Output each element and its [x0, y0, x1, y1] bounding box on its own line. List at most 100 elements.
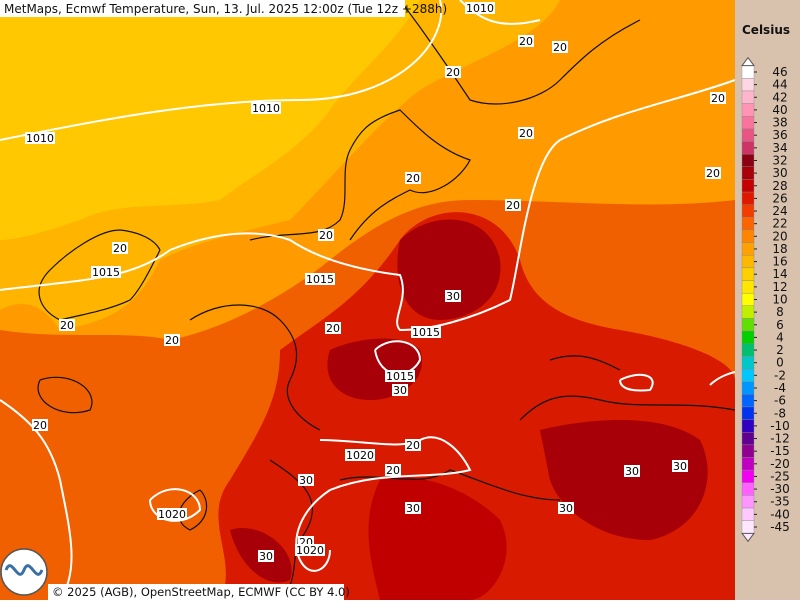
- legend-label: 20: [772, 229, 787, 243]
- contour-label-text: 1015: [386, 370, 414, 383]
- contour-label: 20: [518, 35, 534, 48]
- legend-label: 34: [772, 141, 787, 155]
- contour-label-text: 30: [446, 290, 460, 303]
- map-title: MetMaps, Ecmwf Temperature, Sun, 13. Jul…: [4, 2, 447, 16]
- legend-label: 40: [772, 103, 787, 117]
- contour-label-text: 20: [519, 127, 533, 140]
- contour-label-text: 30: [299, 474, 313, 487]
- legend-label: 28: [772, 179, 787, 193]
- color-bar-end: [741, 56, 755, 67]
- contour-label: 30: [558, 502, 574, 515]
- contour-label-box: [385, 370, 415, 382]
- copyright: © 2025 (AGB), OpenStreetMap, ECMWF (CC B…: [52, 585, 350, 599]
- legend-label: -40: [770, 507, 790, 521]
- color-swatch: [741, 343, 755, 357]
- color-swatch: [741, 368, 755, 382]
- contour-label-box: [445, 66, 461, 78]
- color-swatch: [741, 419, 755, 433]
- legend-label: 4: [776, 330, 784, 344]
- contour-label: 20: [112, 242, 128, 255]
- contour-label: 20: [552, 41, 568, 54]
- contour-label-box: [411, 326, 441, 338]
- contour-label-box: [552, 41, 568, 53]
- legend-label: -25: [770, 469, 790, 483]
- contour-label-text: 1010: [466, 2, 494, 15]
- color-swatch: [741, 229, 755, 243]
- color-swatch: [741, 305, 755, 319]
- contour-label-box: [251, 102, 281, 114]
- contour-label-box: [91, 266, 121, 278]
- contour-label-box: [518, 35, 534, 47]
- color-swatch: [741, 520, 755, 534]
- legend-label: -10: [770, 419, 790, 433]
- contour-label-text: 20: [706, 167, 720, 180]
- legend-label: 2: [776, 343, 784, 357]
- contour-label: 20: [385, 464, 401, 477]
- color-swatch: [741, 444, 755, 458]
- contour-label: 1020: [345, 449, 375, 462]
- legend-label: 42: [772, 90, 787, 104]
- contour-label: 20: [164, 334, 180, 347]
- contour-label: 30: [258, 550, 274, 563]
- contour-label: 20: [505, 199, 521, 212]
- color-swatch: [741, 292, 755, 307]
- contour-label-box: [164, 334, 180, 346]
- legend-label: 8: [776, 305, 784, 319]
- color-swatch: [741, 65, 755, 79]
- color-swatch: [741, 191, 755, 205]
- contour-label-box: [624, 465, 640, 477]
- legend-label: 24: [772, 204, 787, 218]
- contour-label-text: 1015: [412, 326, 440, 339]
- contour-label-text: 20: [326, 322, 340, 335]
- color-swatch: [741, 103, 755, 117]
- contour-label-text: 30: [259, 550, 273, 563]
- contour-label-box: [305, 273, 335, 285]
- contour-labels: 1010 20 20 20 20 1010 1010 20 20 20 20 20 20 1015 1015…: [25, 2, 726, 563]
- legend-label: 38: [772, 116, 787, 130]
- contour-label: 20: [710, 92, 726, 105]
- color-swatch: [741, 482, 755, 496]
- contour-label-text: 20: [446, 66, 460, 79]
- color-swatch: [741, 128, 755, 142]
- color-swatch: [741, 242, 755, 256]
- contour-label-text: 20: [711, 92, 725, 105]
- contour-label-box: [672, 460, 688, 472]
- contour-label: 1020: [295, 544, 325, 557]
- color-swatch: [741, 141, 755, 155]
- color-swatch: [741, 217, 755, 231]
- color-swatch: [741, 394, 755, 408]
- mild-area: [0, 0, 420, 240]
- contour-label: 1015: [305, 273, 335, 286]
- contour-label-text: 30: [406, 502, 420, 515]
- color-swatch: [741, 179, 755, 193]
- color-swatch: [741, 432, 755, 446]
- contour-label-box: [710, 92, 726, 104]
- contour-label-text: 20: [33, 419, 47, 432]
- contour-label-text: 20: [519, 35, 533, 48]
- title-bar: [0, 0, 405, 17]
- contour-label: 1010: [251, 102, 281, 115]
- contour-label-box: [298, 474, 314, 486]
- contour-label-text: 1010: [26, 132, 54, 145]
- color-swatch: [741, 495, 755, 509]
- contour-label-box: [345, 449, 375, 461]
- contour-label-box: [325, 322, 341, 334]
- contour-label: 30: [445, 290, 461, 303]
- legend-label: -30: [770, 482, 790, 496]
- contour-label-box: [405, 502, 421, 514]
- contour-label: 1015: [411, 326, 441, 339]
- contour-label-box: [112, 242, 128, 254]
- legend-label: -15: [770, 444, 790, 458]
- contour-label-box: [385, 464, 401, 476]
- contour-label: 1015: [385, 370, 415, 383]
- legend-label: 6: [776, 318, 784, 332]
- contour-label-text: 1015: [92, 266, 120, 279]
- contour-label: 30: [624, 465, 640, 478]
- contour-label-text: 20: [113, 242, 127, 255]
- contour-label: 20: [59, 319, 75, 332]
- contour-label-text: 20: [553, 41, 567, 54]
- contour-label-box: [32, 419, 48, 431]
- color-swatch: [741, 507, 755, 521]
- legend-label: 0: [776, 356, 784, 370]
